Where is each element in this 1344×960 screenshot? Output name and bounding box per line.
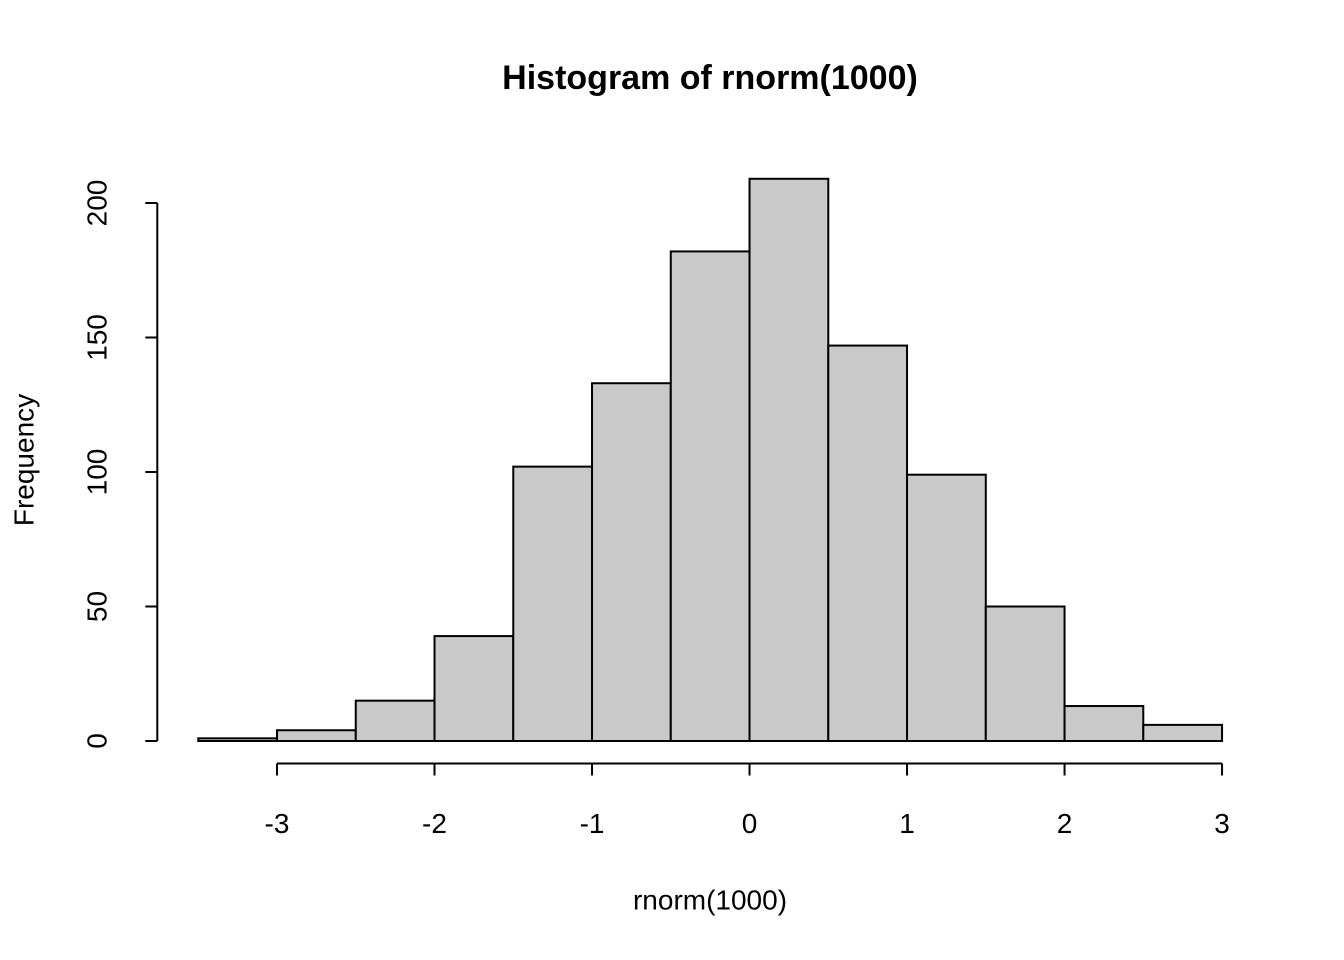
- x-tick-label: -2: [422, 808, 447, 839]
- y-axis-label: Frequency: [8, 394, 39, 526]
- y-tick-label: 50: [82, 591, 113, 622]
- bar: [748, 177, 830, 743]
- x-tick-label: 1: [899, 808, 915, 839]
- bar: [197, 737, 279, 743]
- y-tick-label: 100: [82, 449, 113, 496]
- bar: [984, 605, 1066, 743]
- x-tick-label: -1: [580, 808, 605, 839]
- bar: [433, 635, 515, 743]
- bar: [512, 465, 594, 743]
- bar: [906, 473, 987, 743]
- bar: [354, 699, 436, 743]
- bar: [827, 344, 909, 743]
- x-tick-label: 2: [1057, 808, 1073, 839]
- bar: [1063, 705, 1145, 743]
- bar: [669, 250, 751, 743]
- y-tick-label: 200: [82, 180, 113, 227]
- bar: [1142, 723, 1224, 743]
- bar: [276, 729, 357, 743]
- x-tick-label: -3: [265, 808, 290, 839]
- y-tick-label: 150: [82, 314, 113, 361]
- y-tick-label: 0: [82, 733, 113, 749]
- x-tick-label: 0: [742, 808, 758, 839]
- bar: [591, 382, 672, 743]
- x-tick-label: 3: [1214, 808, 1230, 839]
- x-axis-label: rnorm(1000): [633, 884, 787, 915]
- chart-title: Histogram of rnorm(1000): [502, 59, 918, 97]
